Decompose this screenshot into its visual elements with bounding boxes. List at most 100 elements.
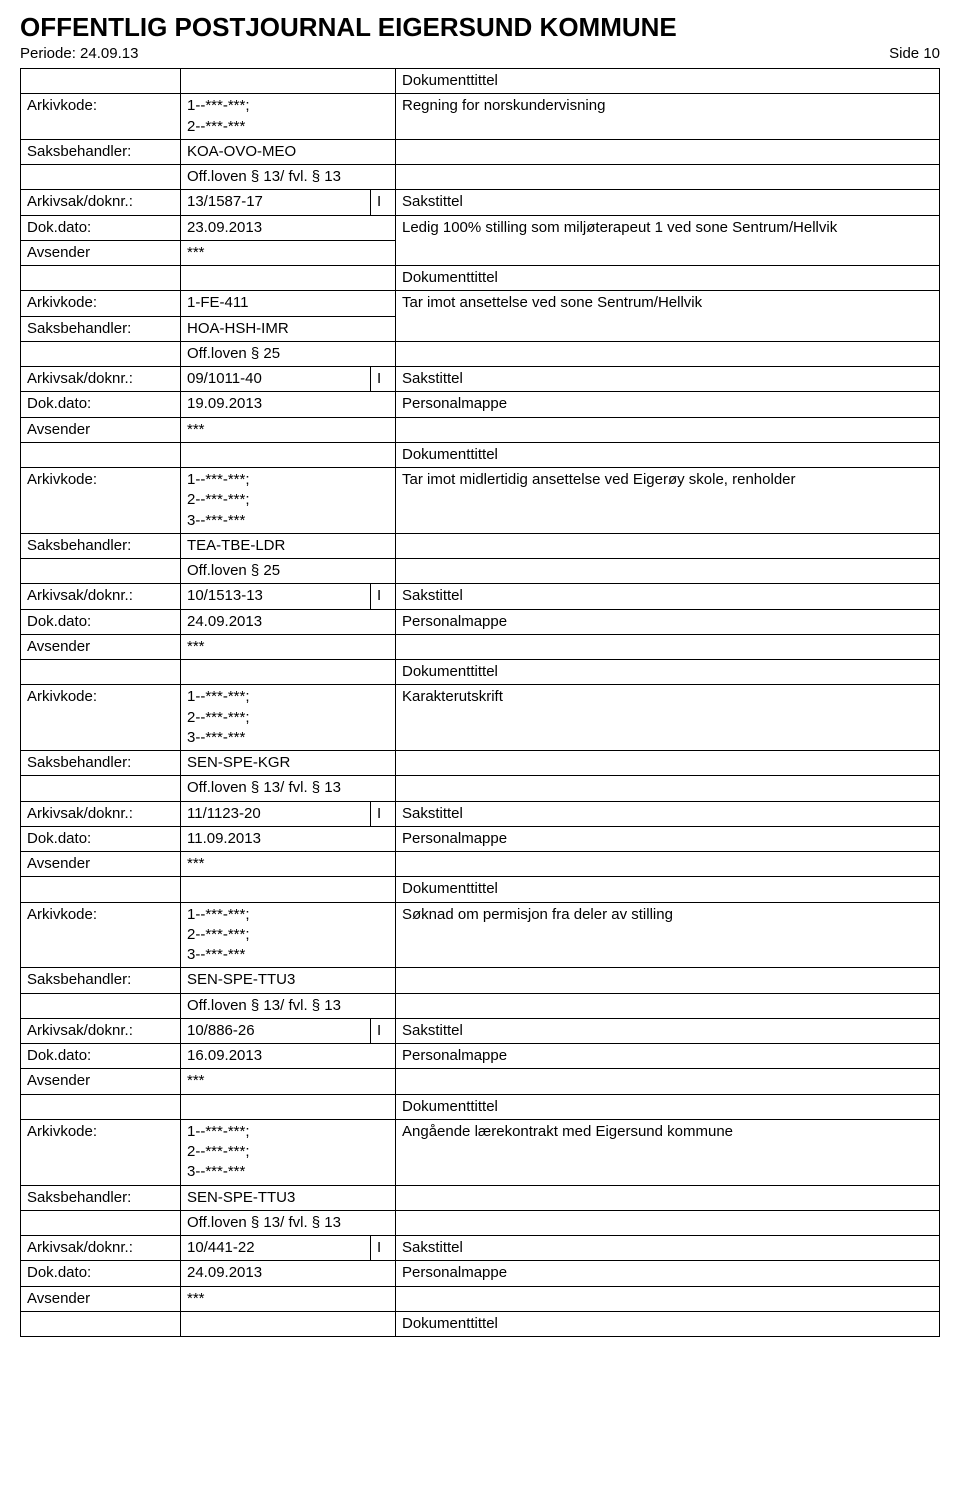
table-cell: SEN-SPE-KGR (181, 751, 396, 776)
table-cell: 10/1513-13 (181, 584, 371, 609)
table-cell: 16.09.2013 (181, 1044, 396, 1069)
table-row: Dokumenttittel (21, 69, 940, 94)
table-cell (396, 341, 940, 366)
table-cell: Dokumenttittel (396, 1311, 940, 1336)
table-cell: 1--***-***;2--***-***;3--***-*** (181, 685, 396, 751)
table-cell: Dokumenttittel (396, 1094, 940, 1119)
table-cell: Saksbehandler: (21, 316, 181, 341)
table-row: Dok.dato:19.09.2013Personalmappe (21, 392, 940, 417)
table-row: Arkivkode:1--***-***;2--***-***;3--***-*… (21, 902, 940, 968)
table-cell (21, 69, 181, 94)
page-title: OFFENTLIG POSTJOURNAL EIGERSUND KOMMUNE (20, 12, 940, 43)
table-row: Avsender*** (21, 634, 940, 659)
table-row: Arkivsak/doknr.:10/1513-13ISakstittel (21, 584, 940, 609)
table-row: Arkivkode:1--***-***;2--***-***;3--***-*… (21, 1119, 940, 1185)
table-row: Saksbehandler:KOA-OVO-MEO (21, 139, 940, 164)
table-cell: 09/1011-40 (181, 367, 371, 392)
table-cell: Personalmappe (396, 609, 940, 634)
table-cell: Arkivsak/doknr.: (21, 584, 181, 609)
table-cell: Avsender (21, 852, 181, 877)
table-cell: Arkivkode: (21, 468, 181, 534)
table-cell: Angående lærekontrakt med Eigersund komm… (396, 1119, 940, 1185)
table-cell (396, 417, 940, 442)
table-cell: Avsender (21, 1069, 181, 1094)
table-cell: Off.loven § 13/ fvl. § 13 (181, 776, 396, 801)
table-cell: 1--***-***;2--***-***;3--***-*** (181, 1119, 396, 1185)
table-cell: Saksbehandler: (21, 751, 181, 776)
table-cell (21, 877, 181, 902)
periode-label: Periode: 24.09.13 (20, 45, 138, 62)
table-cell (396, 776, 940, 801)
table-cell (396, 139, 940, 164)
table-cell: 23.09.2013 (181, 215, 396, 240)
table-cell (396, 1185, 940, 1210)
table-cell: Søknad om permisjon fra deler av stillin… (396, 902, 940, 968)
table-cell: *** (181, 1286, 396, 1311)
table-cell (181, 1094, 396, 1119)
table-cell: Tar imot ansettelse ved sone Sentrum/Hel… (396, 291, 940, 342)
table-cell: Off.loven § 25 (181, 559, 396, 584)
table-cell: SEN-SPE-TTU3 (181, 968, 396, 993)
table-cell: 10/886-26 (181, 1018, 371, 1043)
table-row: Arkivkode:1--***-***;2--***-***;3--***-*… (21, 468, 940, 534)
table-cell: KOA-OVO-MEO (181, 139, 396, 164)
table-cell: HOA-HSH-IMR (181, 316, 396, 341)
table-cell (396, 968, 940, 993)
table-cell: Dok.dato: (21, 1261, 181, 1286)
table-cell: Personalmappe (396, 826, 940, 851)
table-cell (396, 993, 940, 1018)
table-cell (396, 1210, 940, 1235)
table-cell (21, 1311, 181, 1336)
table-cell: 24.09.2013 (181, 609, 396, 634)
side-label: Side 10 (889, 45, 940, 62)
table-cell: *** (181, 852, 396, 877)
table-cell: Dok.dato: (21, 392, 181, 417)
table-cell: Sakstittel (396, 367, 940, 392)
table-row: Saksbehandler:SEN-SPE-TTU3 (21, 1185, 940, 1210)
journal-table: DokumenttittelArkivkode:1--***-***;2--**… (20, 68, 940, 1337)
table-cell: I (371, 190, 396, 215)
table-cell: Off.loven § 13/ fvl. § 13 (181, 165, 396, 190)
table-row: Off.loven § 13/ fvl. § 13 (21, 993, 940, 1018)
table-cell: *** (181, 1069, 396, 1094)
table-cell: Arkivkode: (21, 291, 181, 316)
table-cell: Saksbehandler: (21, 533, 181, 558)
table-row: Arkivkode:1--***-***;2--***-***Regning f… (21, 94, 940, 140)
table-cell (21, 1210, 181, 1235)
table-row: Avsender*** (21, 852, 940, 877)
table-cell: 11/1123-20 (181, 801, 371, 826)
table-cell (21, 660, 181, 685)
table-cell: Arkivkode: (21, 902, 181, 968)
table-cell: Arkivsak/doknr.: (21, 1018, 181, 1043)
table-row: Saksbehandler:TEA-TBE-LDR (21, 533, 940, 558)
table-cell: Saksbehandler: (21, 139, 181, 164)
table-cell: Sakstittel (396, 584, 940, 609)
table-cell: Arkivsak/doknr.: (21, 367, 181, 392)
table-cell: Saksbehandler: (21, 1185, 181, 1210)
table-cell: 1--***-***;2--***-*** (181, 94, 396, 140)
table-cell: Sakstittel (396, 801, 940, 826)
table-row: Arkivsak/doknr.:09/1011-40ISakstittel (21, 367, 940, 392)
table-cell: Sakstittel (396, 190, 940, 215)
table-cell (396, 634, 940, 659)
table-cell: 1-FE-411 (181, 291, 396, 316)
table-cell: Avsender (21, 634, 181, 659)
table-row: Avsender*** (21, 417, 940, 442)
table-row: Arkivsak/doknr.:10/886-26ISakstittel (21, 1018, 940, 1043)
table-cell (181, 69, 396, 94)
table-row: Saksbehandler:SEN-SPE-TTU3 (21, 968, 940, 993)
table-cell: Avsender (21, 240, 181, 265)
table-cell: Personalmappe (396, 1044, 940, 1069)
table-cell: Dokumenttittel (396, 877, 940, 902)
table-row: Arkivkode:1--***-***;2--***-***;3--***-*… (21, 685, 940, 751)
table-row: Arkivsak/doknr.:13/1587-17ISakstittel (21, 190, 940, 215)
table-cell: 13/1587-17 (181, 190, 371, 215)
table-cell: Dok.dato: (21, 826, 181, 851)
table-cell: I (371, 801, 396, 826)
table-cell: *** (181, 417, 396, 442)
table-row: Dokumenttittel (21, 266, 940, 291)
table-row: Dok.dato:23.09.2013Ledig 100% stilling s… (21, 215, 940, 240)
table-cell: Personalmappe (396, 392, 940, 417)
table-row: Dokumenttittel (21, 1094, 940, 1119)
table-row: Dok.dato:16.09.2013Personalmappe (21, 1044, 940, 1069)
